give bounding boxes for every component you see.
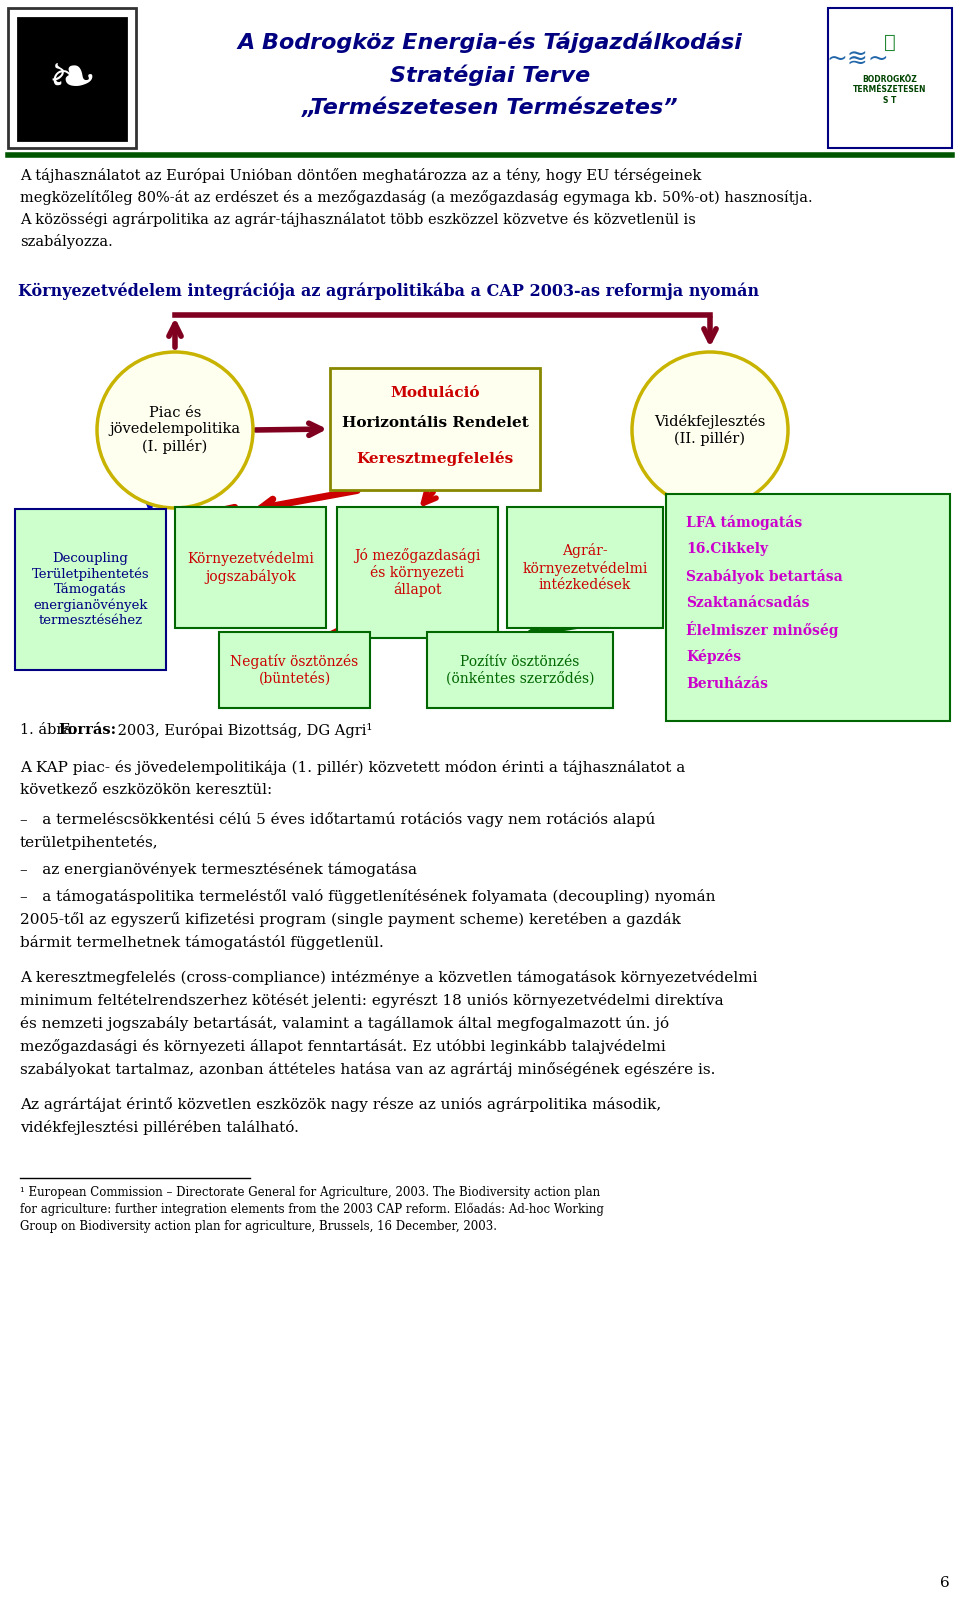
Text: for agriculture: further integration elements from the 2003 CAP reform. Előadás:: for agriculture: further integration ele… xyxy=(20,1202,604,1217)
FancyBboxPatch shape xyxy=(337,507,498,638)
Text: Group on Biodiversity action plan for agriculture, Brussels, 16 December, 2003.: Group on Biodiversity action plan for ag… xyxy=(20,1220,497,1233)
Text: „Természetesen Természetes”: „Természetesen Természetes” xyxy=(301,98,679,119)
FancyBboxPatch shape xyxy=(507,507,663,628)
Text: ¹ European Commission – Directorate General for Agriculture, 2003. The Biodivers: ¹ European Commission – Directorate Gene… xyxy=(20,1186,600,1199)
Text: A tájhasználatot az Európai Unióban döntően meghatározza az a tény, hogy EU térs: A tájhasználatot az Európai Unióban dönt… xyxy=(20,168,702,183)
Text: Beruházás: Beruházás xyxy=(686,676,768,691)
FancyBboxPatch shape xyxy=(15,510,166,670)
Text: és nemzeti jogszabály betartását, valamint a tagállamok által megfogalmazott ún.: és nemzeti jogszabály betartását, valami… xyxy=(20,1016,669,1031)
Text: Szabályok betartása: Szabályok betartása xyxy=(686,569,843,583)
Text: Stratégiai Terve: Stratégiai Terve xyxy=(390,64,590,85)
Text: Környezetvédelem integrációja az agrárpolitikába a CAP 2003-as reformja nyomán: Környezetvédelem integrációja az agrárpo… xyxy=(18,282,759,300)
Text: 1. ábra.: 1. ábra. xyxy=(20,723,82,737)
Text: Agrár-
környezetvédelmi
intézkedések: Agrár- környezetvédelmi intézkedések xyxy=(522,543,648,592)
FancyBboxPatch shape xyxy=(666,494,950,721)
Text: Környezetvédelmi
jogszabályok: Környezetvédelmi jogszabályok xyxy=(187,551,314,583)
FancyBboxPatch shape xyxy=(18,18,126,139)
FancyBboxPatch shape xyxy=(8,8,136,147)
FancyBboxPatch shape xyxy=(219,632,370,709)
Text: Képzés: Képzés xyxy=(686,649,741,665)
Text: Forrás:: Forrás: xyxy=(58,723,116,737)
Text: bármit termelhetnek támogatástól függetlenül.: bármit termelhetnek támogatástól függetl… xyxy=(20,935,384,951)
Text: A keresztmegfelelés (cross-compliance) intézménye a közvetlen támogatások környe: A keresztmegfelelés (cross-compliance) i… xyxy=(20,970,757,984)
Text: Decoupling
Területpihentetés
Támogatás
energianövények
termesztéséhez: Decoupling Területpihentetés Támogatás e… xyxy=(32,551,150,627)
Text: 2005-től az egyszerű kifizetési program (single payment scheme) keretében a gazd: 2005-től az egyszerű kifizetési program … xyxy=(20,912,681,927)
Text: Jó mezőgazdasági
és környezeti
állapot: Jó mezőgazdasági és környezeti állapot xyxy=(354,548,481,598)
Text: szabályozza.: szabályozza. xyxy=(20,234,112,248)
Text: Élelmiszer minőség: Élelmiszer minőség xyxy=(686,622,838,638)
Text: Pozítív ösztönzés
(önkéntes szerződés): Pozítív ösztönzés (önkéntes szerződés) xyxy=(445,654,594,686)
Text: megközelítőleg 80%-át az erdészet és a mezőgazdaság (a mezőgazdaság egymaga kb. : megközelítőleg 80%-át az erdészet és a m… xyxy=(20,191,812,205)
Text: szabályokat tartalmaz, azonban áttételes hatása van az agrártáj minőségének egés: szabályokat tartalmaz, azonban áttételes… xyxy=(20,1063,715,1077)
Text: A közösségi agrárpolitika az agrár-tájhasználatot több eszközzel közvetve és köz: A közösségi agrárpolitika az agrár-tájha… xyxy=(20,212,696,228)
Text: minimum feltételrendszerhez kötését jelenti: egyrészt 18 uniós környezetvédelmi : minimum feltételrendszerhez kötését jele… xyxy=(20,992,724,1008)
Text: BODROGKÖZ
TERMÉSZETESEN
S T: BODROGKÖZ TERMÉSZETESEN S T xyxy=(853,75,926,104)
FancyBboxPatch shape xyxy=(330,369,540,491)
Text: –   az energianövények termesztésének támogatása: – az energianövények termesztésének támo… xyxy=(20,862,417,877)
FancyBboxPatch shape xyxy=(427,632,613,709)
Text: ~≋~: ~≋~ xyxy=(827,48,889,72)
Text: mezőgazdasági és környezeti állapot fenntartását. Ez utóbbi leginkább talajvédel: mezőgazdasági és környezeti állapot fenn… xyxy=(20,1039,665,1055)
Text: ❧: ❧ xyxy=(48,51,96,107)
Text: A Bodrogköz Energia-és Tájgazdálkodási: A Bodrogköz Energia-és Tájgazdálkodási xyxy=(237,30,742,53)
Text: –   a termeléscsökkentési célú 5 éves időtartamú rotációs vagy nem rotációs alap: – a termeléscsökkentési célú 5 éves időt… xyxy=(20,813,656,827)
Text: Horizontális Rendelet: Horizontális Rendelet xyxy=(342,417,528,430)
FancyBboxPatch shape xyxy=(175,507,326,628)
Text: 16.Cikkely: 16.Cikkely xyxy=(686,542,768,556)
Text: 🐸: 🐸 xyxy=(884,32,896,51)
Text: A KAP piac- és jövedelempolitikája (1. pillér) közvetett módon érinti a tájhaszn: A KAP piac- és jövedelempolitikája (1. p… xyxy=(20,760,685,774)
Text: Az agrártájat érintő közvetlen eszközök nagy része az uniós agrárpolitika másodi: Az agrártájat érintő közvetlen eszközök … xyxy=(20,1096,661,1112)
Text: –   a támogatáspolitika termeléstől való függetlenítésének folyamata (decoupling: – a támogatáspolitika termeléstől való f… xyxy=(20,890,715,904)
Text: Keresztmegfelelés: Keresztmegfelelés xyxy=(356,450,514,465)
Text: 2003, Európai Bizottság, DG Agri¹: 2003, Európai Bizottság, DG Agri¹ xyxy=(113,723,372,737)
Text: Vidékfejlesztés
(II. pillér): Vidékfejlesztés (II. pillér) xyxy=(655,414,766,446)
Text: Piac és
jövedelempolitika
(I. pillér): Piac és jövedelempolitika (I. pillér) xyxy=(109,406,241,454)
FancyBboxPatch shape xyxy=(828,8,952,147)
Text: Moduláció: Moduláció xyxy=(391,386,480,401)
Text: LFA támogatás: LFA támogatás xyxy=(686,515,803,529)
Circle shape xyxy=(632,353,788,508)
Text: 6: 6 xyxy=(940,1576,950,1590)
Circle shape xyxy=(97,353,253,508)
Text: területpihentetés,: területpihentetés, xyxy=(20,835,158,850)
Text: Negatív ösztönzés
(büntetés): Negatív ösztönzés (büntetés) xyxy=(230,654,359,686)
Text: következő eszközökön keresztül:: következő eszközökön keresztül: xyxy=(20,782,273,797)
Text: vidékfejlesztési pillérében található.: vidékfejlesztési pillérében található. xyxy=(20,1120,299,1135)
Text: Szaktanácsadás: Szaktanácsadás xyxy=(686,596,809,611)
